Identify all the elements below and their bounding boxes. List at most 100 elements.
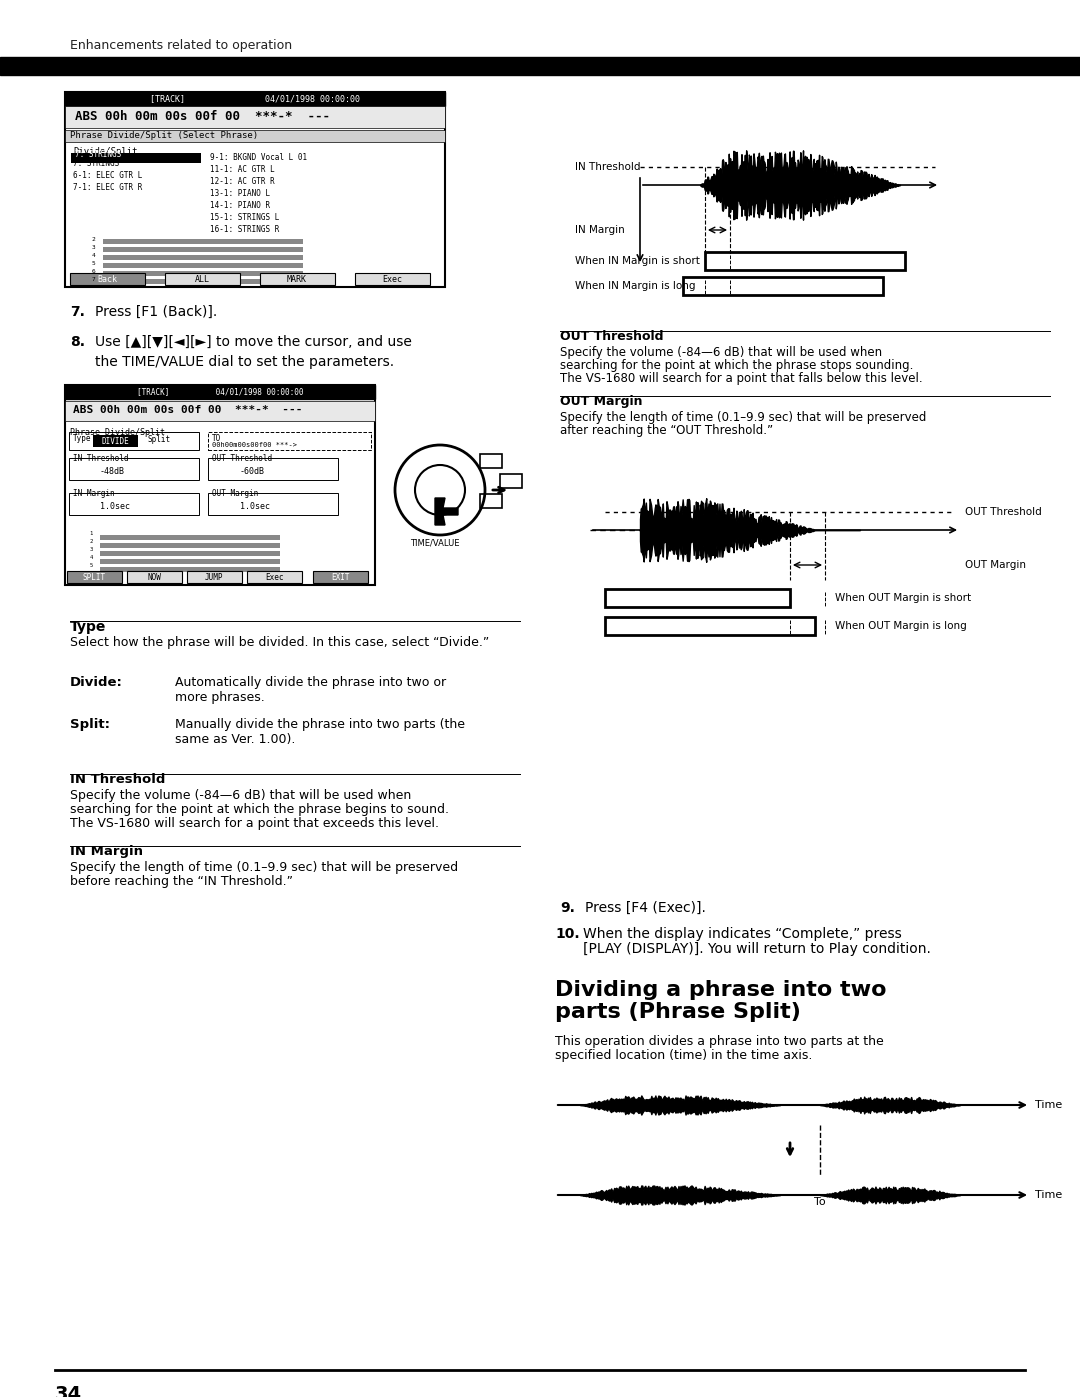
Text: Automatically divide the phrase into two or: Automatically divide the phrase into two… [175,676,446,689]
Text: When OUT Margin is short: When OUT Margin is short [835,592,971,604]
Text: 5: 5 [90,563,93,569]
Text: searching for the point at which the phrase stops sounding.: searching for the point at which the phr… [561,359,914,372]
Text: -60dB: -60dB [240,467,265,476]
Bar [65,130,445,142]
Text: SPLIT: SPLIT [82,573,106,581]
Text: DIVIDE: DIVIDE [102,436,129,446]
Text: 6-1: ELEC GTR L: 6-1: ELEC GTR L [73,170,143,180]
Bar [208,458,338,481]
Bar [65,386,375,585]
Text: To: To [814,1197,826,1207]
Bar [100,550,280,556]
Text: -48dB: -48dB [100,467,125,476]
Bar [100,535,280,541]
Bar [683,277,883,295]
Text: 1: 1 [90,531,93,536]
Text: EXIT: EXIT [330,573,349,581]
Text: Specify the length of time (0.1–9.9 sec) that will be preserved: Specify the length of time (0.1–9.9 sec)… [70,861,458,875]
Bar [313,571,368,583]
Bar [69,458,199,481]
Text: 14-1: PIANO R: 14-1: PIANO R [210,201,270,210]
Text: 12-1: AC GTR R: 12-1: AC GTR R [210,177,274,186]
Bar [480,495,502,509]
Bar [187,571,242,583]
Text: Exec: Exec [265,573,283,581]
Text: 3: 3 [90,548,93,552]
Bar [605,590,789,608]
Text: IN Margin: IN Margin [70,845,143,858]
Bar [208,432,372,450]
Text: Select how the phrase will be divided. In this case, select “Divide.”: Select how the phrase will be divided. I… [70,636,489,650]
Text: 9.: 9. [561,901,575,915]
Bar [605,617,815,636]
Text: OUT Threshold: OUT Threshold [561,330,663,344]
Text: 7: STRINGS: 7: STRINGS [75,149,121,159]
Bar [65,92,445,106]
Bar [100,543,280,548]
Text: 1.0sec: 1.0sec [100,502,130,511]
Text: 13-1: PIANO L: 13-1: PIANO L [210,189,270,198]
Bar [165,272,240,285]
Text: This operation divides a phrase into two parts at the: This operation divides a phrase into two… [555,1035,883,1048]
Bar [69,432,199,450]
Bar [355,272,430,285]
Text: after reaching the “OUT Threshold.”: after reaching the “OUT Threshold.” [561,425,773,437]
Bar [69,493,199,515]
Text: 2: 2 [90,539,93,543]
Text: searching for the point at which the phrase begins to sound.: searching for the point at which the phr… [70,803,449,816]
Bar [100,559,280,564]
Bar [103,271,303,277]
Bar [208,493,338,515]
Bar [103,279,303,284]
Text: Use [▲][▼][◄][►] to move the cursor, and use: Use [▲][▼][◄][►] to move the cursor, and… [95,335,411,349]
Text: 7-1: ELEC GTR R: 7-1: ELEC GTR R [73,183,143,191]
Text: 34: 34 [55,1384,82,1397]
Text: [TRACK]          04/01/1998 00:00:00: [TRACK] 04/01/1998 00:00:00 [137,387,303,397]
Text: 3: 3 [91,244,95,250]
Text: same as Ver. 1.00).: same as Ver. 1.00). [175,733,295,746]
Bar [103,247,303,251]
Bar [65,386,375,400]
Text: Type: Type [70,620,106,634]
Text: When IN Margin is long: When IN Margin is long [575,281,696,291]
Text: IN Threshold: IN Threshold [73,454,129,462]
Bar [705,251,905,270]
Text: TO: TO [212,434,221,443]
Text: Enhancements related to operation: Enhancements related to operation [70,39,292,52]
Bar [260,272,335,285]
Text: Time: Time [1035,1190,1063,1200]
Bar [247,571,302,583]
Text: OUT Margin: OUT Margin [966,560,1026,570]
Bar [67,571,122,583]
Text: Type: Type [73,434,92,443]
Text: Split:: Split: [70,718,110,731]
Text: 00h00m00s00f00 ***->: 00h00m00s00f00 ***-> [212,441,297,448]
Text: parts (Phrase Split): parts (Phrase Split) [555,1002,801,1023]
Text: 16-1: STRINGS R: 16-1: STRINGS R [210,225,280,235]
Text: When the display indicates “Complete,” press: When the display indicates “Complete,” p… [583,928,902,942]
Text: Press [F4 (Exec)].: Press [F4 (Exec)]. [585,901,706,915]
Bar [65,106,445,129]
Text: 15-1: STRINGS L: 15-1: STRINGS L [210,212,280,222]
Text: 4: 4 [91,253,95,258]
Text: Phrase Divide/Split: Phrase Divide/Split [70,427,165,437]
Text: ABS 00h 00m 00s 00f 00  ***-*  ---: ABS 00h 00m 00s 00f 00 ***-* --- [75,109,330,123]
Text: Split: Split [147,434,171,444]
Text: OUT Margin: OUT Margin [561,395,643,408]
Text: [PLAY (DISPLAY)]. You will return to Play condition.: [PLAY (DISPLAY)]. You will return to Pla… [583,942,931,956]
Text: OUT Margin: OUT Margin [212,489,258,497]
Text: Press [F1 (Back)].: Press [F1 (Back)]. [95,305,217,319]
Bar [100,567,280,571]
Text: Specify the length of time (0.1–9.9 sec) that will be preserved: Specify the length of time (0.1–9.9 sec)… [561,411,927,425]
Text: Manually divide the phrase into two parts (the: Manually divide the phrase into two part… [175,718,465,731]
Text: ABS 00h 00m 00s 00f 00  ***-*  ---: ABS 00h 00m 00s 00f 00 ***-* --- [73,405,302,415]
Text: 7: STRINGS: 7: STRINGS [73,159,119,168]
Text: 6: 6 [91,270,95,274]
Text: When IN Margin is short: When IN Margin is short [575,256,700,265]
Text: NOW: NOW [147,573,161,581]
Bar [0,57,1080,75]
Text: 11-1: AC GTR L: 11-1: AC GTR L [210,165,274,175]
Bar [70,272,145,285]
Text: 2: 2 [91,237,95,242]
Text: 7.: 7. [70,305,85,319]
